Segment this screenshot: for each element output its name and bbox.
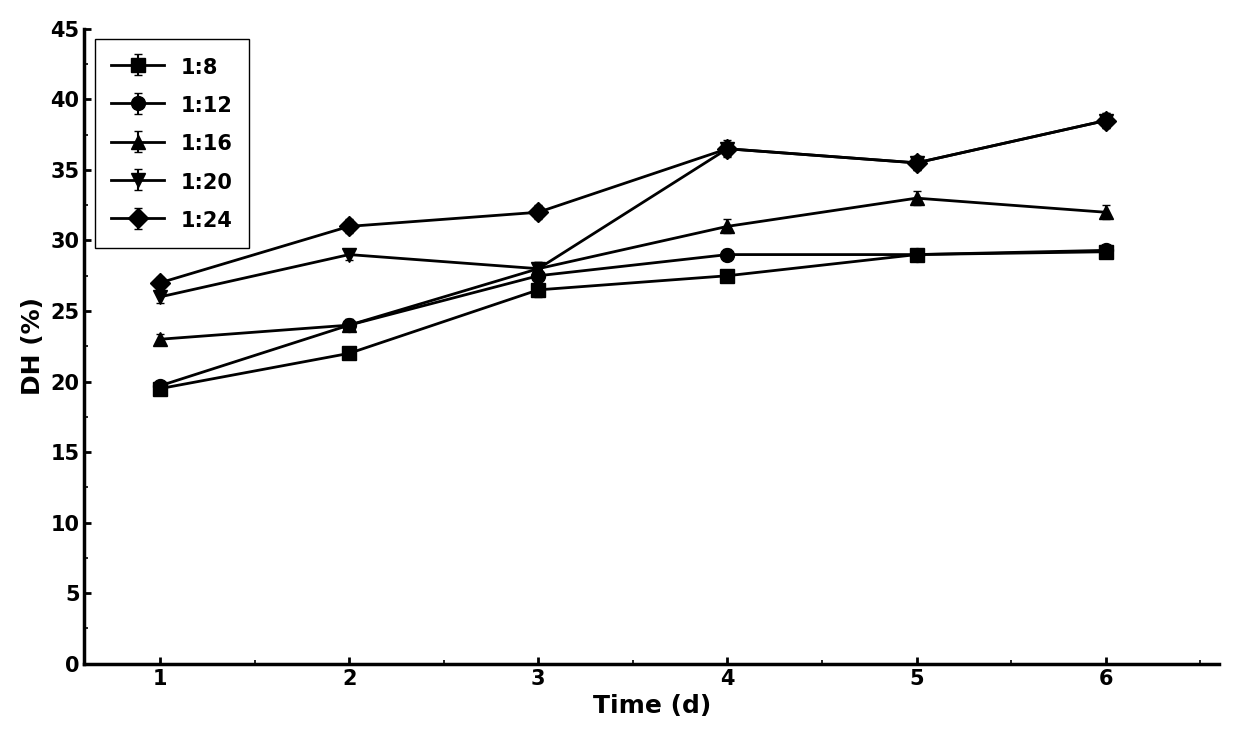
Y-axis label: DH (%): DH (%) [21,297,45,395]
Legend: 1:8, 1:12, 1:16, 1:20, 1:24: 1:8, 1:12, 1:16, 1:20, 1:24 [94,39,249,248]
X-axis label: Time (d): Time (d) [593,694,711,718]
